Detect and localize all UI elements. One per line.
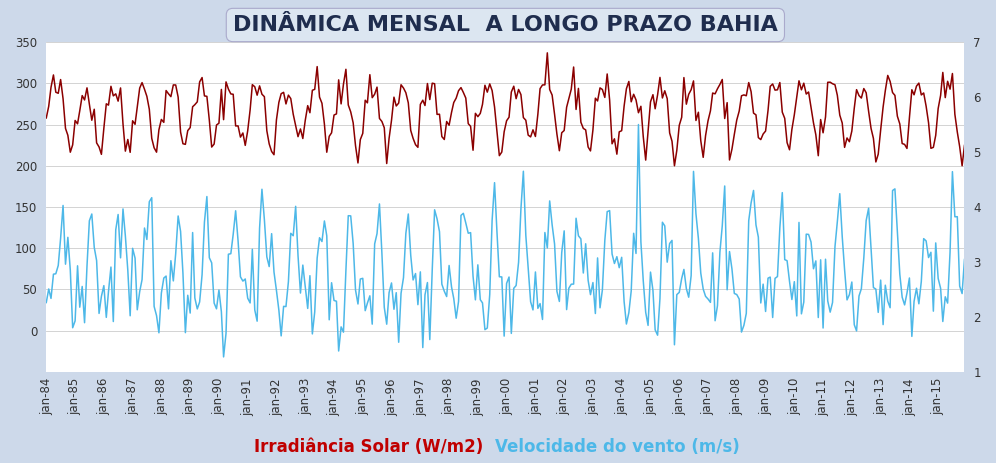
Title: DINÂMICA MENSAL  A LONGO PRAZO BAHIA: DINÂMICA MENSAL A LONGO PRAZO BAHIA xyxy=(233,15,778,35)
Text: Velocidade do vento (m/s): Velocidade do vento (m/s) xyxy=(495,438,740,456)
Text: Irradiância Solar (W/m2): Irradiância Solar (W/m2) xyxy=(254,438,483,456)
